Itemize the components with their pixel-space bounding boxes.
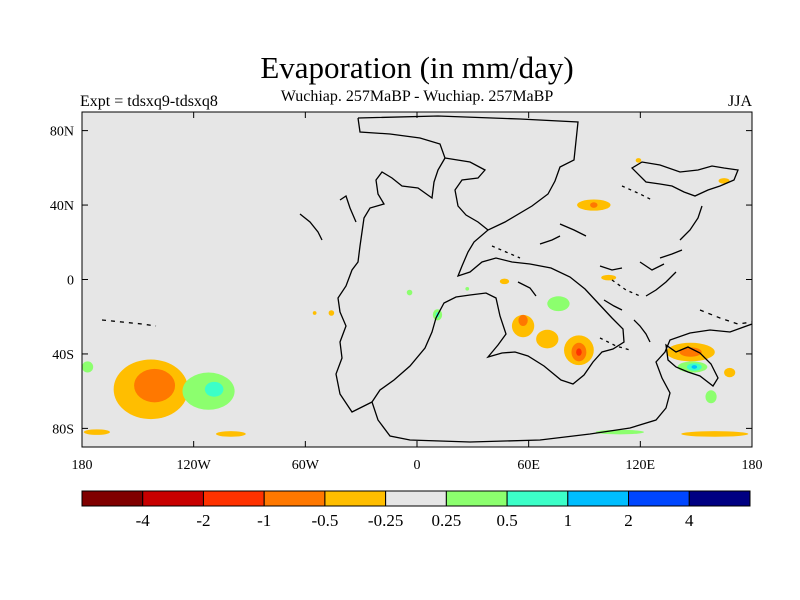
anomaly-patch-7 — [328, 310, 335, 316]
y-tick-label-3: 40S — [52, 348, 74, 363]
anomaly-patch-18 — [547, 296, 570, 312]
x-tick-label-5: 120E — [626, 458, 656, 473]
coastline-east-fragment-1 — [599, 265, 623, 271]
x-tick-label-2: 60W — [292, 458, 320, 473]
colorbar-swatch-2 — [202, 490, 265, 507]
coastline-tethys-fragment-3 — [517, 281, 537, 297]
colorbar-swatch-3 — [263, 490, 326, 507]
coastline-east-fragment-4 — [603, 299, 623, 311]
anomaly-patch-20 — [499, 278, 510, 285]
anomaly-patch-14 — [536, 329, 559, 349]
anomaly-patch-24 — [679, 347, 702, 357]
anomaly-patch-5 — [216, 431, 246, 437]
anomaly-patch-30 — [718, 178, 730, 184]
x-tick-label-4: 60E — [517, 458, 540, 473]
x-axis: 180 120W 60W 0 60E 120E 180 — [72, 112, 763, 473]
colorbar-label-1: -2 — [196, 511, 210, 530]
anomaly-patch-19 — [601, 274, 617, 281]
coastline-northeast-island — [630, 161, 739, 197]
season-label: JJA — [727, 93, 752, 110]
coastline-east-fragment-5 — [633, 319, 651, 343]
coastline-east-fragment-3 — [645, 271, 677, 297]
coastline-pangea — [357, 115, 752, 443]
x-tick-label-6: 180 — [742, 458, 763, 473]
coastline-east-fragment-7 — [659, 249, 683, 259]
x-tick-label-1: 120W — [177, 458, 212, 473]
colorbar-swatch-5 — [385, 490, 447, 507]
colorbar-swatch-6 — [445, 490, 508, 507]
coastline-ne-dashes — [621, 185, 653, 201]
coastline-tethys-dashes — [491, 245, 521, 259]
colorbar-label-3: -0.5 — [311, 511, 338, 530]
coastline-east-fragment-6 — [679, 205, 703, 241]
y-tick-label-4: 80S — [52, 422, 74, 437]
coastline-north-pacific-fragment — [339, 194, 357, 223]
anomaly-patch-29 — [724, 367, 736, 378]
anomaly-patch-28 — [705, 390, 717, 404]
colorbar-label-6: 0.5 — [496, 511, 517, 530]
anomaly-patch-1 — [134, 368, 176, 403]
coastline-far-east-dashes — [699, 309, 752, 325]
colorbar-label-4: -0.25 — [368, 511, 403, 530]
colorbar-swatch-0 — [81, 490, 144, 507]
anomaly-patch-13 — [518, 314, 528, 327]
anomaly-layer — [82, 158, 749, 437]
colorbar-swatch-8 — [567, 490, 630, 507]
colorbar-swatch-7 — [506, 490, 569, 507]
colorbar-swatch-4 — [324, 490, 387, 507]
anomaly-patch-22 — [590, 202, 598, 208]
chart-title: Evaporation (in mm/day) — [260, 50, 574, 85]
colorbar-label-5: 0.25 — [431, 511, 461, 530]
colorbar-label-2: -1 — [257, 511, 271, 530]
y-tick-label-2: 0 — [67, 274, 74, 289]
coastline-tethys-fragment-2 — [539, 235, 561, 245]
anomaly-patch-8 — [406, 289, 413, 296]
colorbar: -4 -2 -1 -0.5 -0.25 0.25 0.5 1 2 4 — [81, 490, 751, 530]
colorbar-swatch-9 — [628, 490, 690, 507]
coastline-panthalassa-west — [335, 117, 446, 413]
y-axis: 80N 40N 0 40S 80S — [50, 125, 752, 437]
anomaly-patch-3 — [204, 381, 224, 397]
y-tick-label-1: 40N — [50, 199, 74, 214]
experiment-label: Expt = tdsxq9-tdsxq8 — [80, 93, 218, 110]
anomaly-patch-11 — [465, 286, 470, 291]
coastline-southern-island — [665, 343, 719, 387]
y-tick-label-0: 80N — [50, 125, 74, 140]
coastline-tethys-islands — [444, 157, 489, 231]
x-tick-label-0: 180 — [72, 458, 93, 473]
colorbar-label-0: -4 — [136, 511, 151, 530]
anomaly-patch-4 — [83, 429, 110, 435]
anomaly-patch-34 — [312, 311, 317, 315]
coastline-east-fragment-2 — [639, 261, 665, 271]
colorbar-label-8: 2 — [624, 511, 633, 530]
anomaly-patch-27 — [691, 365, 698, 369]
chart-subtitle: Wuchiap. 257MaBP - Wuchiap. 257MaBP — [280, 88, 554, 105]
colorbar-swatch-10 — [688, 490, 751, 507]
anomaly-patch-33 — [681, 431, 749, 437]
colorbar-label-9: 4 — [685, 511, 694, 530]
x-tick-label-3: 0 — [414, 458, 421, 473]
colorbar-label-7: 1 — [564, 511, 573, 530]
colorbar-swatch-1 — [142, 490, 204, 507]
anomaly-patch-31 — [635, 158, 642, 163]
coastline-layer — [101, 115, 752, 443]
coastline-tethys-fragment-1 — [559, 223, 587, 237]
coastline-west-panthalassa-fragment — [299, 213, 323, 241]
coastline-far-west-dashes — [101, 319, 157, 327]
anomaly-patch-6 — [82, 361, 94, 373]
anomaly-patch-17 — [576, 348, 582, 356]
